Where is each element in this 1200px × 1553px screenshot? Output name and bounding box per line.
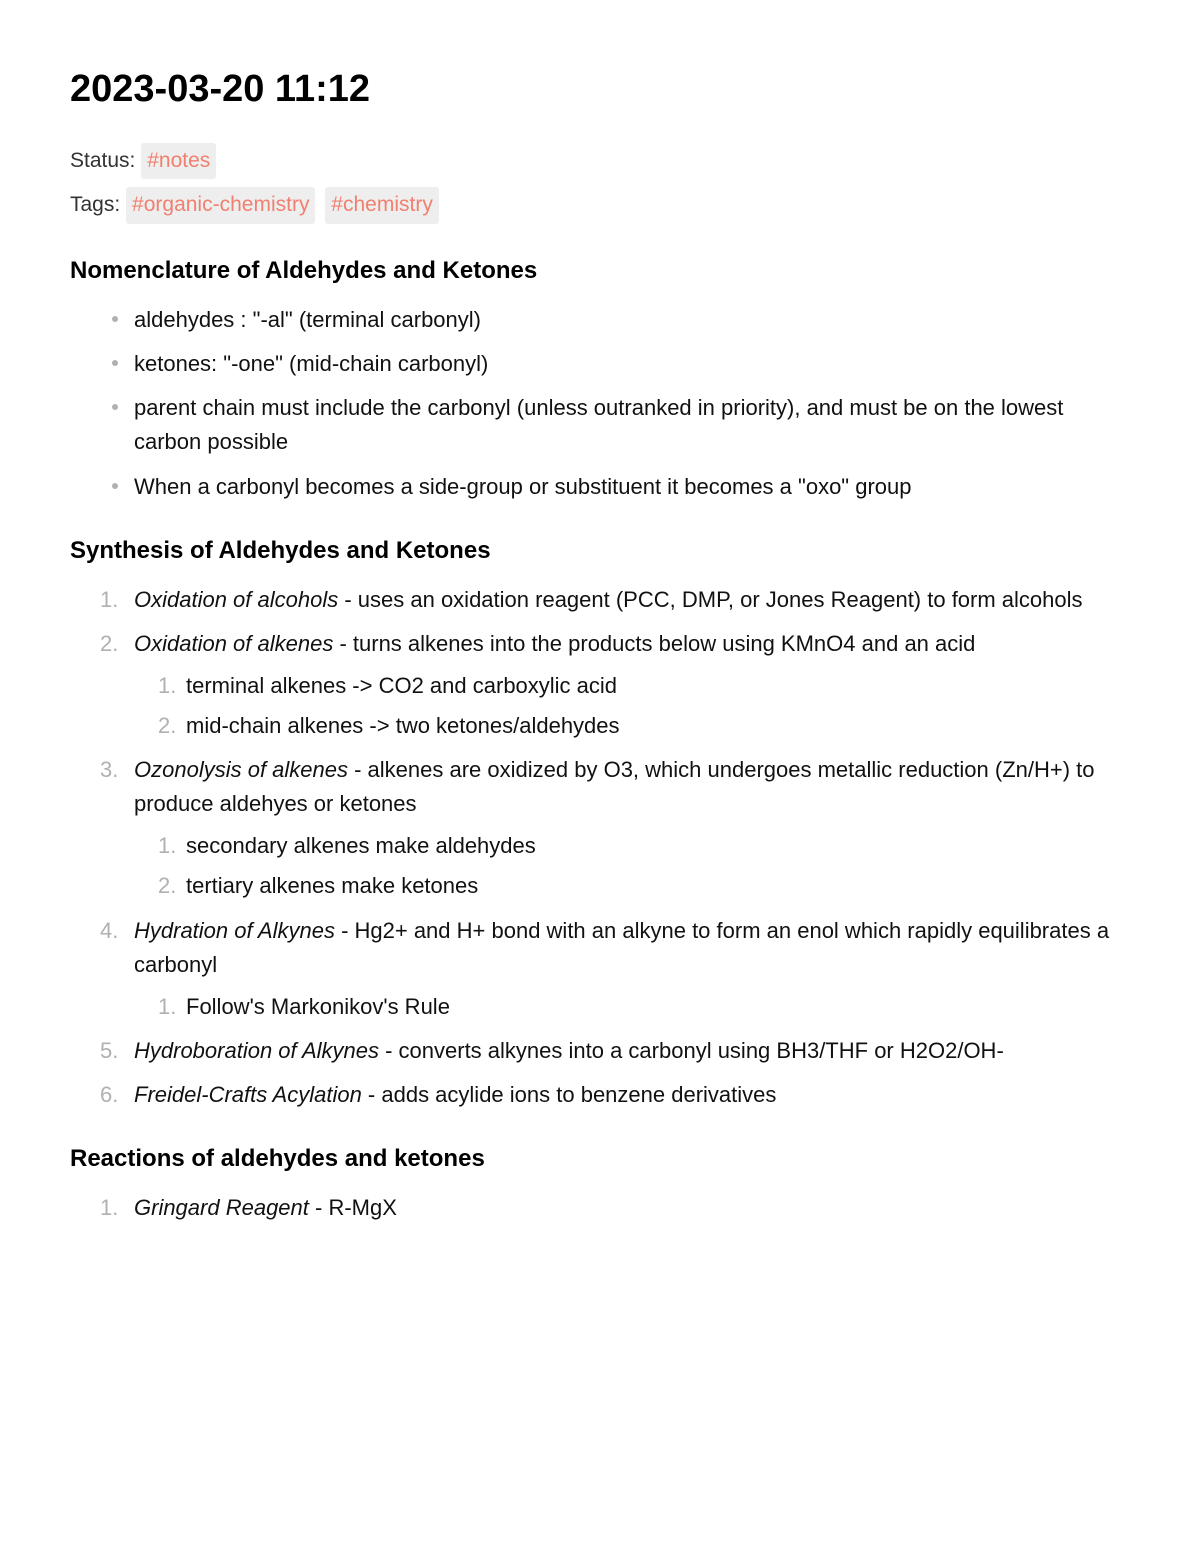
rest: - turns alkenes into the products below …	[333, 631, 975, 656]
rest: - uses an oxidation reagent (PCC, DMP, o…	[338, 587, 1082, 612]
section-heading-nomenclature: Nomenclature of Aldehydes and Ketones	[70, 252, 1130, 289]
tag-organic-chemistry[interactable]: #organic-chemistry	[126, 187, 315, 224]
sub-list: secondary alkenes make aldehydes tertiar…	[154, 829, 1130, 903]
list-item: Follow's Markonikov's Rule	[154, 990, 1130, 1024]
status-tag[interactable]: #notes	[141, 143, 216, 180]
reactions-list: Gringard Reagent - R-MgX	[94, 1191, 1130, 1225]
sub-list: terminal alkenes -> CO2 and carboxylic a…	[154, 669, 1130, 743]
rest: - converts alkynes into a carbonyl using…	[379, 1038, 1004, 1063]
list-item: secondary alkenes make aldehydes	[154, 829, 1130, 863]
term: Oxidation of alkenes	[134, 631, 333, 656]
list-item: mid-chain alkenes -> two ketones/aldehyd…	[154, 709, 1130, 743]
sub-list: Follow's Markonikov's Rule	[154, 990, 1130, 1024]
term: Ozonolysis of alkenes	[134, 757, 348, 782]
list-item: aldehydes : "-al" (terminal carbonyl)	[106, 303, 1130, 337]
nomenclature-list: aldehydes : "-al" (terminal carbonyl) ke…	[106, 303, 1130, 503]
list-item: When a carbonyl becomes a side-group or …	[106, 470, 1130, 504]
term: Gringard Reagent	[134, 1195, 309, 1220]
page-title: 2023-03-20 11:12	[70, 60, 1130, 119]
list-item: Freidel-Crafts Acylation - adds acylide …	[94, 1078, 1130, 1112]
list-item: Oxidation of alkenes - turns alkenes int…	[94, 627, 1130, 743]
list-item: Oxidation of alcohols - uses an oxidatio…	[94, 583, 1130, 617]
list-item: Ozonolysis of alkenes - alkenes are oxid…	[94, 753, 1130, 903]
rest: - R-MgX	[309, 1195, 397, 1220]
list-item: Hydroboration of Alkynes - converts alky…	[94, 1034, 1130, 1068]
term: Hydroboration of Alkynes	[134, 1038, 379, 1063]
tags-line: Tags: #organic-chemistry #chemistry	[70, 187, 1130, 224]
list-item: Hydration of Alkynes - Hg2+ and H+ bond …	[94, 914, 1130, 1024]
tags-label: Tags:	[70, 193, 120, 216]
term: Hydration of Alkynes	[134, 918, 335, 943]
status-label: Status:	[70, 149, 135, 172]
section-heading-synthesis: Synthesis of Aldehydes and Ketones	[70, 532, 1130, 569]
list-item: ketones: "-one" (mid-chain carbonyl)	[106, 347, 1130, 381]
tag-chemistry[interactable]: #chemistry	[325, 187, 439, 224]
term: Freidel-Crafts Acylation	[134, 1082, 362, 1107]
rest: - adds acylide ions to benzene derivativ…	[362, 1082, 777, 1107]
list-item: tertiary alkenes make ketones	[154, 869, 1130, 903]
term: Oxidation of alcohols	[134, 587, 338, 612]
list-item: terminal alkenes -> CO2 and carboxylic a…	[154, 669, 1130, 703]
status-line: Status: #notes	[70, 143, 1130, 180]
section-heading-reactions: Reactions of aldehydes and ketones	[70, 1140, 1130, 1177]
list-item: Gringard Reagent - R-MgX	[94, 1191, 1130, 1225]
synthesis-list: Oxidation of alcohols - uses an oxidatio…	[94, 583, 1130, 1112]
list-item: parent chain must include the carbonyl (…	[106, 391, 1130, 459]
